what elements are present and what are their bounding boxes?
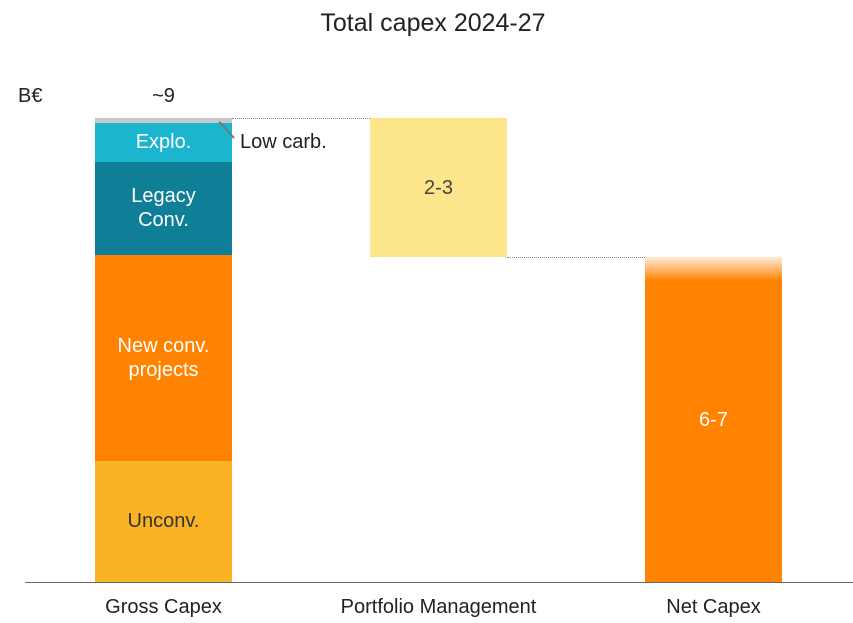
bar-segment: Legacy Conv. xyxy=(95,161,232,255)
bar: 2-3 xyxy=(370,118,507,258)
segment-label: Legacy Conv. xyxy=(131,185,196,232)
connector xyxy=(232,118,370,119)
total-label: ~9 xyxy=(152,85,175,107)
x-axis xyxy=(25,582,853,583)
bar-segment xyxy=(95,118,232,124)
bar-segment: New conv. projects xyxy=(95,254,232,461)
segment-label: Explo. xyxy=(135,131,192,154)
value-label: 6-7 xyxy=(699,408,728,431)
connector xyxy=(507,257,645,259)
chart-title: Total capex 2024-27 xyxy=(320,9,546,37)
segment-label: Unconv. xyxy=(127,510,200,533)
unit-label: B€ xyxy=(18,85,43,107)
bar-segment: Unconv. xyxy=(95,460,232,582)
bar: 6-7 xyxy=(645,257,782,582)
segment-label: Low carb. xyxy=(240,131,327,153)
bar-segment: Explo. xyxy=(95,123,232,162)
segment-label: New conv. projects xyxy=(117,334,210,381)
value-label: 2-3 xyxy=(424,176,453,199)
x-tick-label: Portfolio Management xyxy=(340,596,537,618)
x-tick-label: Gross Capex xyxy=(105,596,222,618)
x-tick-label: Net Capex xyxy=(666,596,761,618)
